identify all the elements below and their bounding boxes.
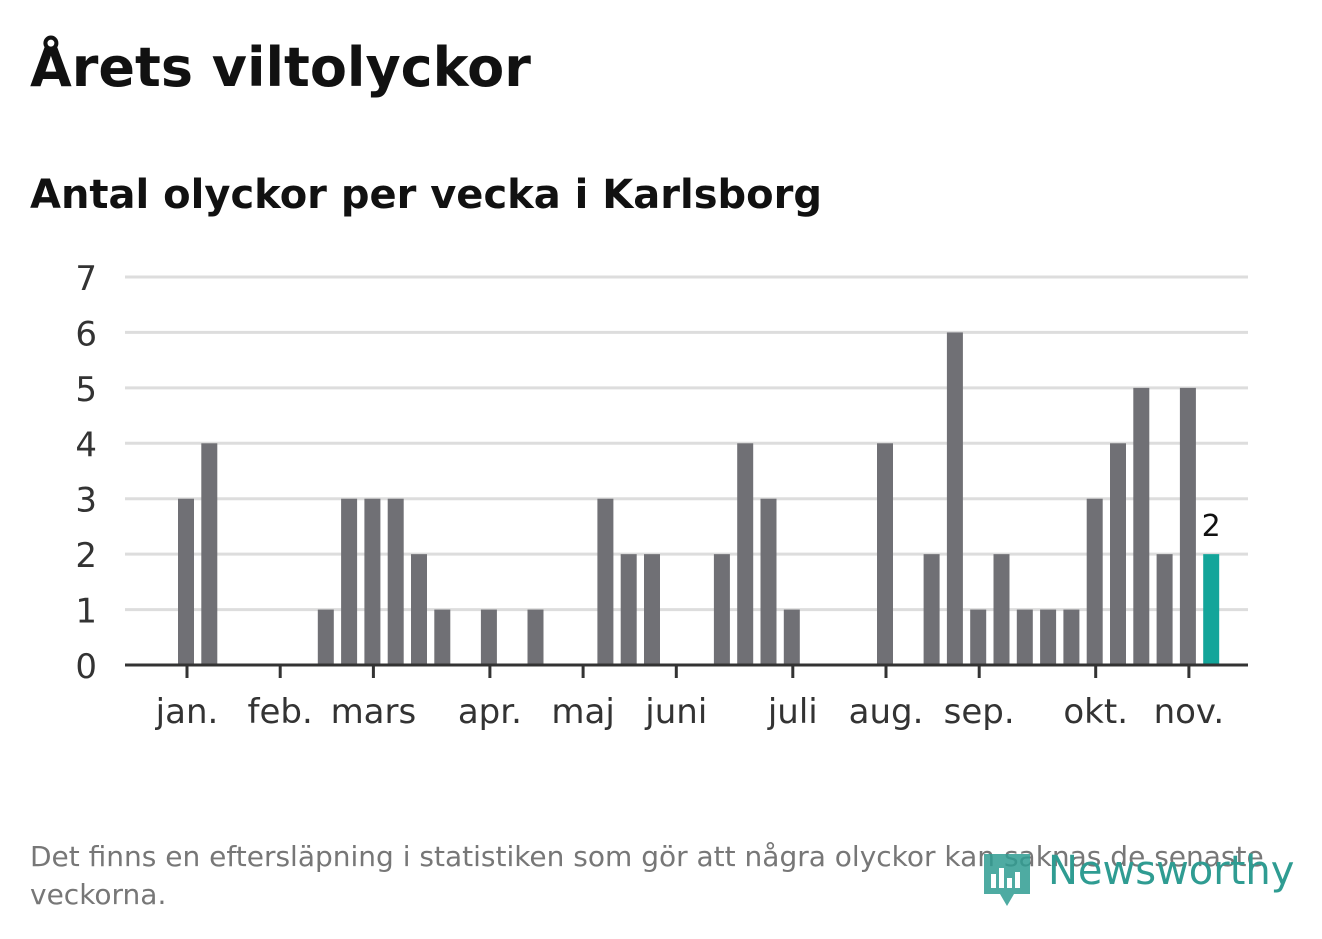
- highlight-bar: [1203, 554, 1220, 665]
- bars: [178, 332, 1220, 665]
- bar: [480, 609, 497, 665]
- chart-title: Årets viltolyckor: [30, 36, 531, 99]
- y-tick-label: 7: [75, 259, 97, 299]
- bar: [597, 498, 614, 665]
- bar: [620, 554, 637, 665]
- x-tick-label: juli: [767, 692, 818, 732]
- bar: [1179, 387, 1196, 665]
- bar: [1063, 609, 1080, 665]
- bar: [877, 443, 893, 665]
- bar: [178, 498, 194, 665]
- x-tick-label: apr.: [458, 692, 522, 732]
- bar: [760, 498, 777, 665]
- bar: [923, 554, 940, 665]
- bar: [411, 554, 427, 665]
- bar: [1156, 554, 1173, 665]
- bar: [317, 609, 334, 665]
- bar: [1086, 498, 1103, 665]
- y-tick-label: 3: [75, 481, 97, 521]
- highlight-value-label: 2: [1202, 509, 1221, 544]
- newsworthy-logo-icon: [984, 854, 1030, 906]
- bar: [1040, 609, 1057, 665]
- bar: [946, 332, 963, 665]
- newsworthy-logo: Newsworthy: [980, 848, 1300, 912]
- bar: [993, 554, 1010, 665]
- x-axis: [125, 663, 1248, 678]
- bar: [1110, 443, 1126, 665]
- y-tick-label: 5: [75, 370, 97, 410]
- chart-subtitle: Antal olyckor per vecka i Karlsborg: [30, 172, 823, 218]
- bar: [737, 443, 754, 665]
- y-tick-label: 0: [75, 647, 97, 687]
- bar: [201, 443, 218, 665]
- y-tick-label: 6: [75, 314, 97, 354]
- bar: [1133, 387, 1150, 665]
- x-tick-label: sep.: [944, 692, 1015, 732]
- bar: [970, 609, 987, 665]
- y-tick-label: 1: [75, 592, 97, 632]
- bar: [387, 498, 404, 665]
- bar: [434, 609, 451, 665]
- footnote: Det finns en eftersläpning i statistiken…: [30, 840, 1264, 911]
- x-tick-label: feb.: [248, 692, 313, 732]
- bar: [644, 554, 660, 665]
- bar: [527, 609, 544, 665]
- bar: [713, 554, 730, 665]
- x-tick-label: okt.: [1063, 692, 1128, 732]
- bar-chart: 0 1 2 3 4 5 6 7 2 jan. feb. mars apr. maj juni juli aug.…: [75, 259, 1248, 732]
- x-tick-label: nov.: [1154, 692, 1225, 732]
- x-tick-label: aug.: [849, 692, 924, 732]
- bar: [1016, 609, 1033, 665]
- x-tick-label: jan.: [155, 692, 219, 732]
- newsworthy-logo-text: Newsworthy: [1048, 848, 1295, 894]
- labels: 0 1 2 3 4 5 6 7 2 jan. feb. mars apr. maj juni juli aug.…: [75, 259, 1224, 732]
- bar: [783, 609, 800, 665]
- bar: [364, 498, 381, 665]
- grid-lines: [125, 275, 1248, 612]
- x-tick-label: maj: [551, 692, 614, 732]
- y-tick-label: 4: [75, 425, 97, 465]
- x-tick-label: mars: [331, 692, 417, 732]
- x-tick-label: juni: [644, 692, 707, 732]
- y-tick-label: 2: [75, 536, 97, 576]
- bar: [341, 498, 358, 665]
